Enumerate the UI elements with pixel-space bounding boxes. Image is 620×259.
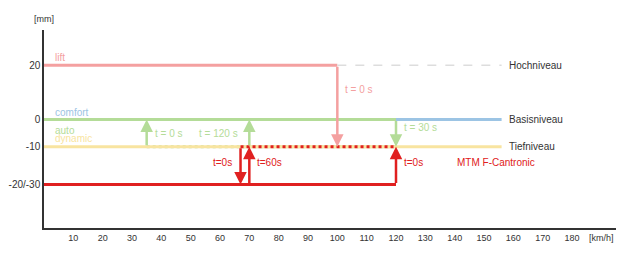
svg-text:t=60s: t=60s xyxy=(257,157,282,168)
svg-text:lift: lift xyxy=(55,52,65,63)
svg-text:20: 20 xyxy=(98,233,108,243)
svg-text:10: 10 xyxy=(68,233,78,243)
svg-text:80: 80 xyxy=(274,233,284,243)
svg-text:Basisniveau: Basisniveau xyxy=(509,114,563,125)
svg-text:170: 170 xyxy=(535,233,550,243)
svg-text:t = 0 s: t = 0 s xyxy=(155,128,183,139)
svg-text:MTM F-Cantronic: MTM F-Cantronic xyxy=(457,157,535,168)
svg-text:-20/-30: -20/-30 xyxy=(9,179,41,190)
svg-text:t = 30 s: t = 30 s xyxy=(404,122,437,133)
svg-text:t=0s: t=0s xyxy=(213,157,232,168)
svg-text:40: 40 xyxy=(156,233,166,243)
svg-text:auto: auto xyxy=(55,125,75,136)
svg-text:140: 140 xyxy=(447,233,462,243)
svg-text:t = 120 s: t = 120 s xyxy=(199,128,238,139)
svg-text:t=0s: t=0s xyxy=(404,157,423,168)
svg-text:30: 30 xyxy=(127,233,137,243)
svg-text:[mm]: [mm] xyxy=(34,14,54,24)
svg-text:120: 120 xyxy=(388,233,403,243)
svg-text:0: 0 xyxy=(35,114,41,125)
svg-text:Hochniveau: Hochniveau xyxy=(509,60,562,71)
svg-text:Tiefniveau: Tiefniveau xyxy=(509,141,555,152)
svg-text:-10: -10 xyxy=(26,141,41,152)
svg-text:50: 50 xyxy=(186,233,196,243)
svg-text:100: 100 xyxy=(330,233,345,243)
svg-text:60: 60 xyxy=(215,233,225,243)
svg-text:160: 160 xyxy=(506,233,521,243)
svg-text:150: 150 xyxy=(476,233,491,243)
svg-text:dynamic: dynamic xyxy=(55,133,92,144)
svg-text:70: 70 xyxy=(244,233,254,243)
svg-text:90: 90 xyxy=(303,233,313,243)
svg-text:comfort: comfort xyxy=(55,107,89,118)
svg-text:180: 180 xyxy=(564,233,579,243)
svg-text:t = 0 s: t = 0 s xyxy=(345,84,373,95)
svg-text:20: 20 xyxy=(29,60,41,71)
svg-text:[km/h]: [km/h] xyxy=(589,233,614,243)
svg-text:110: 110 xyxy=(359,233,373,243)
svg-text:130: 130 xyxy=(418,233,433,243)
